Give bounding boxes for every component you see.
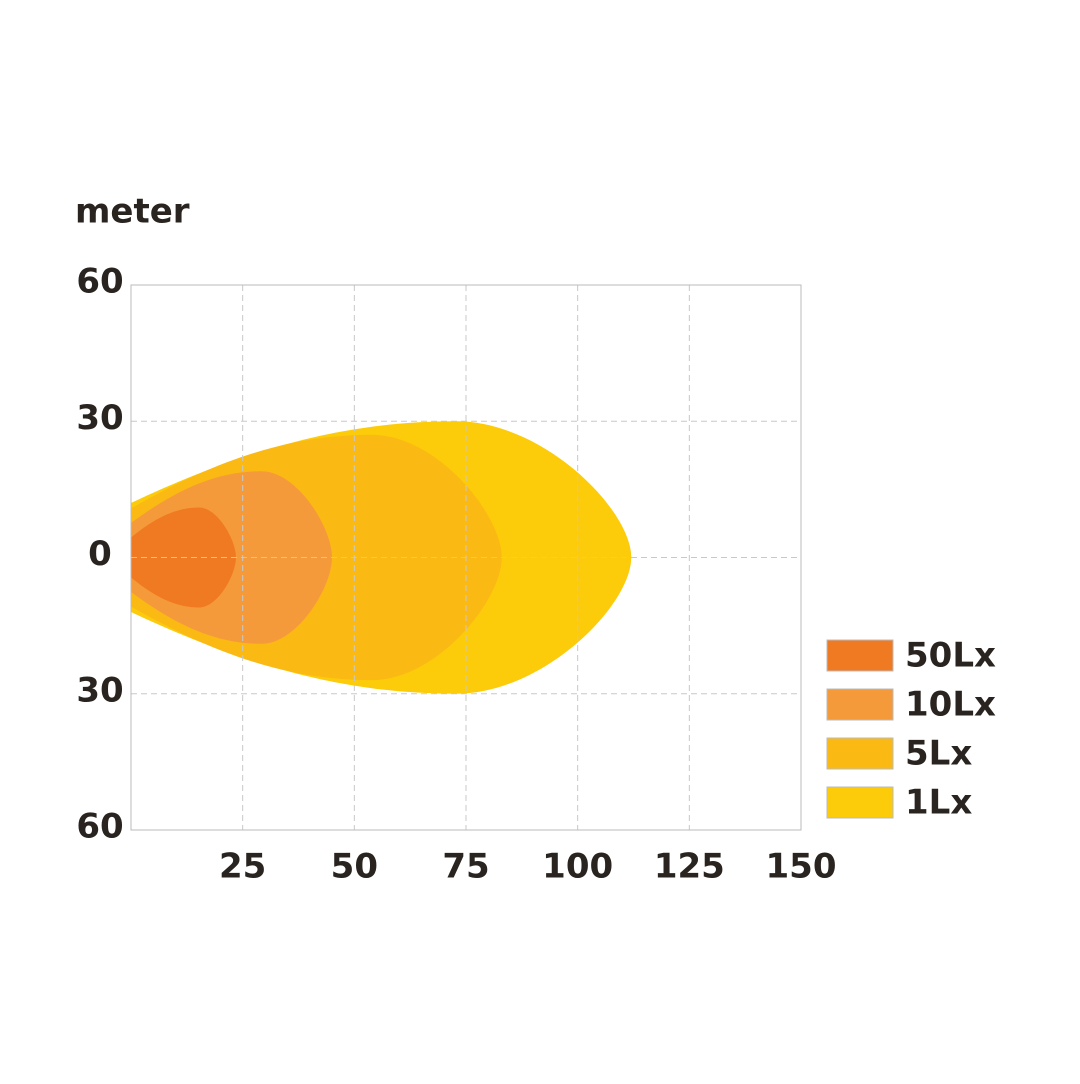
x-tick-label: 100 [542, 847, 613, 887]
legend-label: 10Lx [905, 685, 996, 725]
y-tick-label: 60 [76, 262, 123, 302]
x-tick-label: 75 [442, 847, 489, 887]
y-tick-label: 0 [88, 534, 112, 574]
x-tick-label: 125 [654, 847, 725, 887]
y-tick-label: 30 [76, 398, 123, 438]
legend-label: 50Lx [905, 636, 996, 676]
y-tick-label: 60 [76, 807, 123, 847]
legend-swatch [826, 688, 894, 721]
legend-swatch [826, 786, 894, 819]
legend-label: 5Lx [905, 734, 972, 774]
legend-swatch [826, 639, 894, 672]
axis-label: meter [75, 192, 190, 232]
legend-swatch [826, 737, 894, 770]
y-tick-label: 30 [76, 670, 123, 710]
x-tick-label: 150 [766, 847, 837, 887]
x-tick-label: 25 [219, 847, 266, 887]
plot-border [130, 284, 802, 831]
x-tick-label: 50 [331, 847, 378, 887]
legend-label: 1Lx [905, 783, 972, 823]
